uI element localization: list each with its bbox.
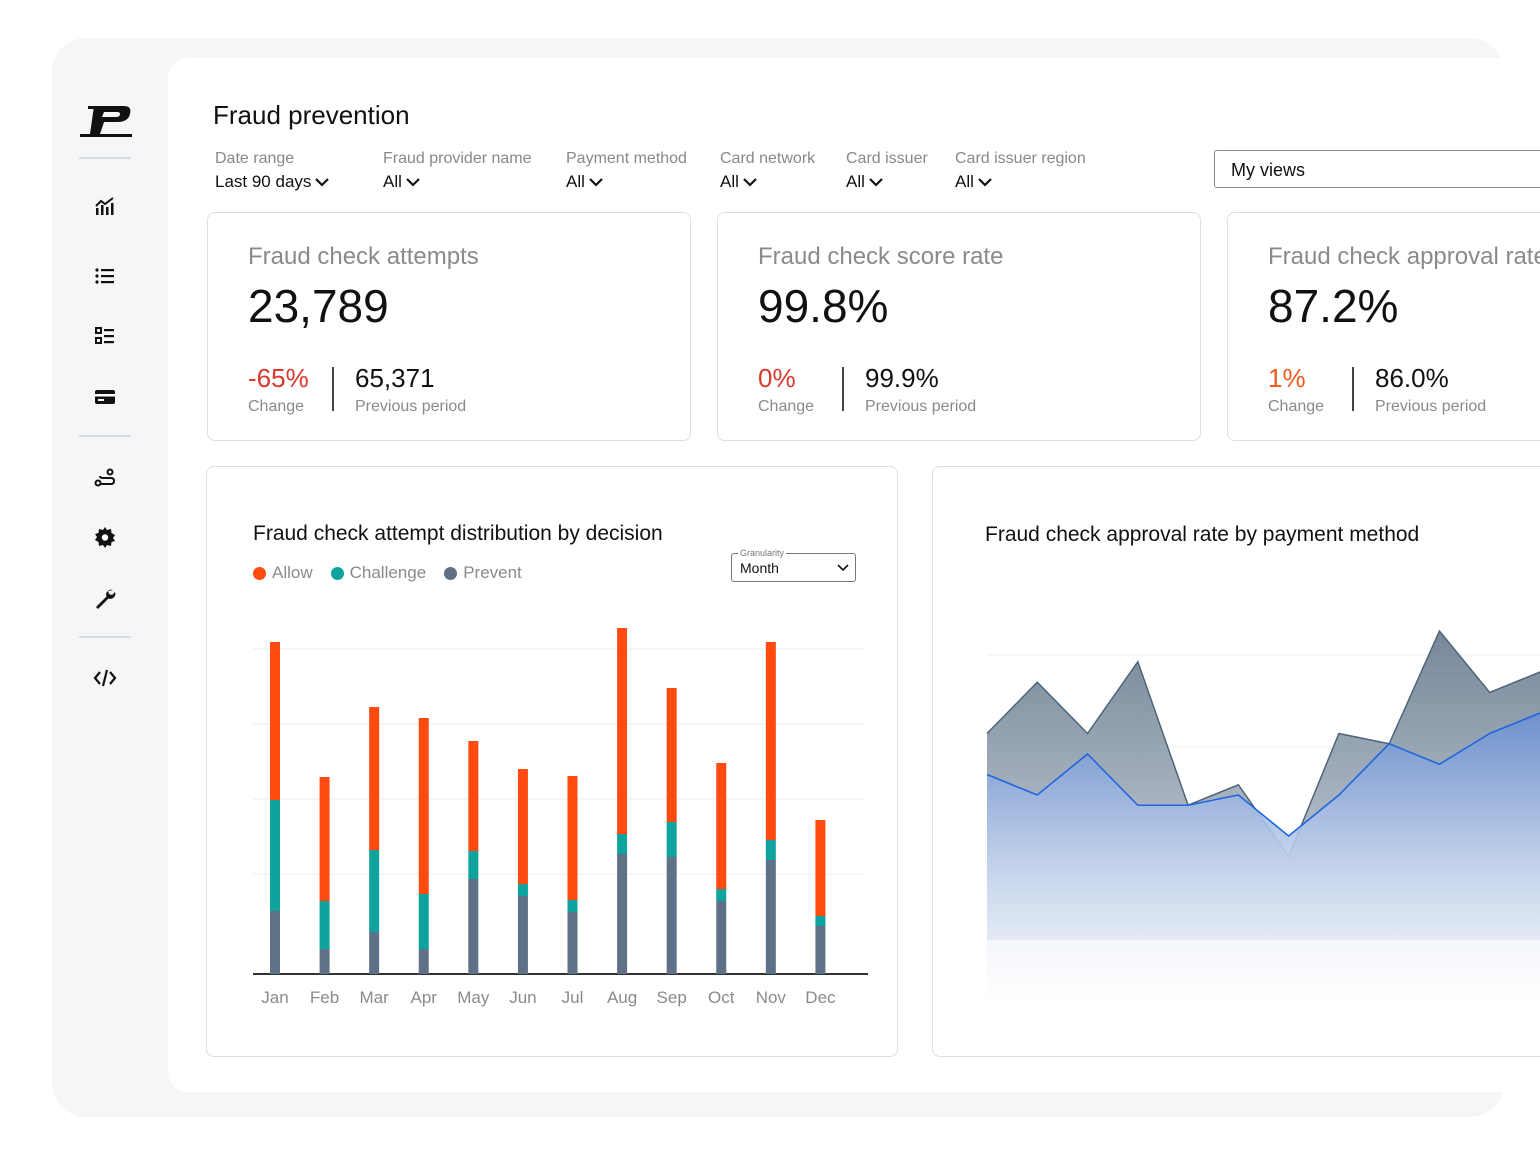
kpi-previous-label: Previous period xyxy=(1375,398,1487,415)
legend-dot xyxy=(253,566,266,580)
kpi-change-label: Change xyxy=(758,398,815,415)
filter-label: Fraud provider name xyxy=(383,150,532,167)
gear-icon[interactable] xyxy=(90,522,120,552)
kpi-change: -65% xyxy=(248,363,309,393)
filter-label: Card issuer region xyxy=(955,150,1086,167)
filter-card-network[interactable]: Card network All xyxy=(720,150,815,192)
chevron-down-icon xyxy=(315,178,330,187)
kpi-value: 99.8% xyxy=(758,280,889,332)
my-views-select[interactable]: My views xyxy=(1214,150,1540,188)
kpi-card-approval-rate: Fraud check approval rate 87.2% 1% Chang… xyxy=(1227,212,1540,441)
legend-label: Prevent xyxy=(463,563,522,582)
sidebar-divider xyxy=(79,435,131,437)
legend-item-allow[interactable]: Allow xyxy=(253,563,313,583)
sidebar-divider xyxy=(79,157,131,159)
page-title: Fraud prevention xyxy=(213,100,410,130)
filter-value[interactable]: All xyxy=(566,172,687,192)
legend-item-challenge[interactable]: Challenge xyxy=(330,563,427,583)
kpi-card-score-rate: Fraud check score rate 99.8% 0% Change 9… xyxy=(717,212,1201,441)
area-chart-panel xyxy=(932,466,1540,1057)
chevron-down-icon xyxy=(406,178,420,187)
chevron-down-icon xyxy=(869,178,883,187)
checklist-icon[interactable] xyxy=(90,321,120,351)
filter-label: Card network xyxy=(720,150,816,167)
route-icon[interactable] xyxy=(90,463,120,493)
kpi-change-label: Change xyxy=(248,398,305,415)
list-icon[interactable] xyxy=(90,261,120,291)
filter-label: Date range xyxy=(215,150,295,167)
filter-fraud-provider[interactable]: Fraud provider name All xyxy=(383,150,532,192)
legend-dot xyxy=(444,566,458,580)
kpi-previous-label: Previous period xyxy=(355,398,467,415)
chevron-down-icon xyxy=(743,178,757,187)
kpi-separator xyxy=(1352,367,1354,411)
filter-value[interactable]: All xyxy=(955,172,1086,192)
wrench-icon[interactable] xyxy=(90,583,120,613)
kpi-card-attempts: Fraud check attempts 23,789 -65% Change … xyxy=(207,212,691,441)
kpi-previous: 99.9% xyxy=(865,363,939,393)
kpi-previous-label: Previous period xyxy=(865,398,977,415)
kpi-separator xyxy=(332,367,334,411)
card-icon[interactable] xyxy=(90,382,120,412)
kpi-title: Fraud check score rate xyxy=(758,243,1004,270)
kpi-change: 1% xyxy=(1268,363,1306,393)
bar-chart-title: Fraud check attempt distribution by deci… xyxy=(253,522,663,545)
legend-label: Challenge xyxy=(349,563,427,582)
kpi-value: 87.2% xyxy=(1268,280,1399,332)
sidebar-divider xyxy=(79,636,131,638)
filter-value[interactable]: All xyxy=(720,172,815,192)
kpi-title: Fraud check attempts xyxy=(248,243,479,270)
kpi-title: Fraud check approval rate xyxy=(1268,243,1540,270)
code-icon[interactable] xyxy=(90,663,120,693)
granularity-label: Granularity xyxy=(738,548,787,558)
kpi-previous: 86.0% xyxy=(1375,363,1449,393)
filter-date-range[interactable]: Date range Last 90 days xyxy=(215,150,330,192)
area-chart-title: Fraud check approval rate by payment met… xyxy=(985,523,1420,546)
bar-chart-legend: Allow Challenge Prevent xyxy=(253,563,522,583)
filter-card-issuer[interactable]: Card issuer All xyxy=(846,150,928,192)
filter-label: Payment method xyxy=(566,150,687,167)
legend-dot xyxy=(330,566,344,580)
legend-label: Allow xyxy=(272,563,313,582)
kpi-change: 0% xyxy=(758,363,796,393)
chevron-down-icon xyxy=(589,178,603,187)
kpi-previous: 65,371 xyxy=(355,363,435,393)
granularity-value: Month xyxy=(740,560,779,576)
filter-payment-method[interactable]: Payment method All xyxy=(566,150,687,192)
legend-item-prevent[interactable]: Prevent xyxy=(444,563,522,583)
logo-icon[interactable] xyxy=(80,100,132,140)
granularity-select[interactable]: Granularity Month xyxy=(731,548,856,582)
analytics-icon[interactable] xyxy=(90,191,120,221)
filter-value[interactable]: All xyxy=(846,172,928,192)
filter-card-issuer-region[interactable]: Card issuer region All xyxy=(955,150,1086,192)
filter-value[interactable]: Last 90 days xyxy=(215,172,330,192)
kpi-change-label: Change xyxy=(1268,398,1325,415)
chevron-down-icon xyxy=(837,564,849,572)
kpi-value: 23,789 xyxy=(248,280,389,332)
kpi-separator xyxy=(842,367,844,411)
filter-label: Card issuer xyxy=(846,150,928,167)
filter-value[interactable]: All xyxy=(383,172,532,192)
chevron-down-icon xyxy=(978,178,992,187)
